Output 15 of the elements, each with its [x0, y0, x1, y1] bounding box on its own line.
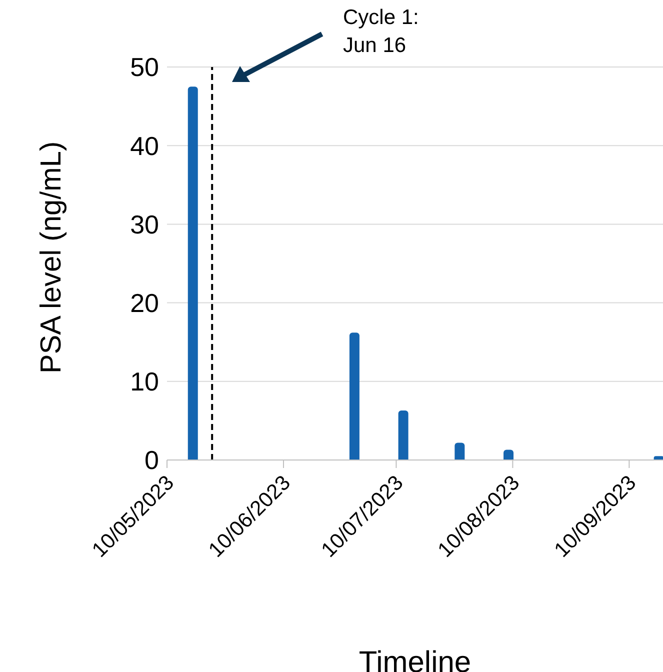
y-tick-label: 0 — [144, 445, 159, 476]
bar — [349, 332, 360, 460]
y-tick-label: 40 — [130, 130, 159, 161]
y-tick-label: 10 — [130, 366, 159, 397]
bar — [454, 442, 465, 460]
bar — [654, 456, 663, 460]
y-tick-label: 50 — [130, 52, 159, 82]
y-tick-label: 30 — [130, 209, 159, 240]
bar — [398, 410, 408, 460]
x-axis-title: Timeline — [358, 646, 472, 672]
text: Cycle 1: Jun 16 — [343, 5, 420, 59]
y-axis-title: PSA level (ng/mL) — [35, 141, 68, 374]
y-tick-label: 20 — [130, 288, 159, 318]
bar — [504, 450, 514, 460]
bar — [188, 86, 198, 460]
